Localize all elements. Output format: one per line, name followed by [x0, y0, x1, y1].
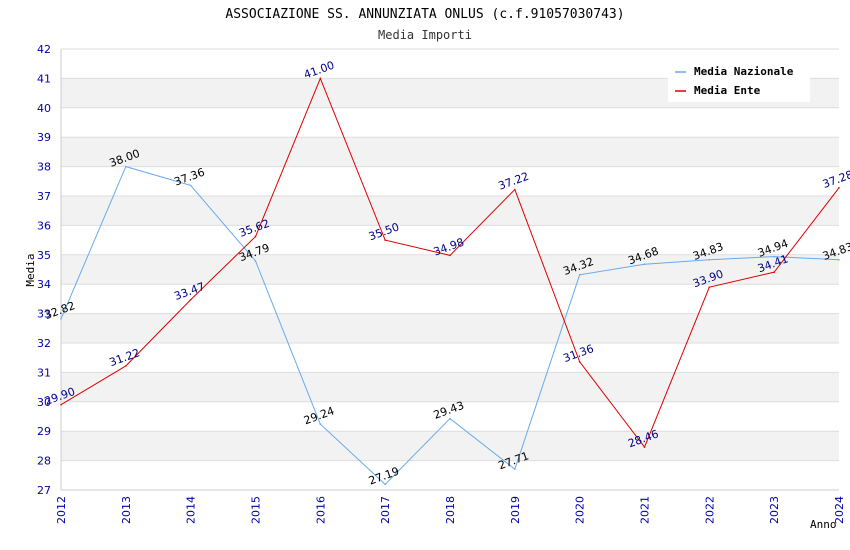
legend-box [668, 60, 810, 102]
y-tick-label: 35 [37, 249, 51, 262]
x-tick-label: 2017 [379, 496, 392, 524]
x-tick-label: 2020 [574, 496, 587, 524]
legend: Media Nazionale Media Ente [668, 60, 810, 102]
y-tick-label: 41 [37, 72, 51, 85]
y-tick-label: 28 [37, 455, 51, 468]
data-point [514, 468, 516, 470]
x-tick-label: 2023 [768, 496, 781, 524]
grid-band [61, 313, 839, 343]
chart-subtitle: Media Importi [378, 28, 472, 42]
data-point [125, 365, 127, 367]
x-tick-label: 2024 [833, 496, 846, 524]
x-tick-label: 2015 [250, 496, 263, 524]
x-tick-label: 2013 [120, 496, 133, 524]
data-point [578, 361, 581, 363]
series-lines [60, 77, 840, 486]
data-point [449, 417, 451, 420]
data-point [384, 483, 386, 486]
y-tick-label: 42 [37, 43, 51, 56]
x-tick-label: 2012 [55, 496, 68, 524]
data-point [773, 255, 775, 258]
data-point [838, 186, 840, 189]
y-tick-label: 32 [37, 337, 51, 350]
x-axis-ticks: 2012 2013 2014 2015 2016 2017 2018 2019 2020 2021… [55, 496, 846, 524]
y-tick-label: 31 [37, 366, 51, 379]
data-point [643, 446, 646, 448]
data-point [189, 298, 192, 301]
grid-band [61, 137, 839, 167]
y-tick-label: 40 [37, 102, 51, 115]
data-point [189, 184, 192, 187]
data-point [578, 273, 581, 276]
data-label: 31.22 [108, 346, 142, 369]
data-point [773, 271, 775, 273]
data-point [708, 286, 711, 288]
y-tick-label: 29 [37, 425, 51, 438]
y-tick-label: 37 [37, 190, 51, 203]
x-tick-label: 2021 [639, 496, 652, 524]
data-point [838, 258, 840, 261]
data-point [384, 239, 386, 241]
data-point [125, 165, 127, 168]
y-tick-label: 33 [37, 308, 51, 321]
data-point [643, 263, 646, 266]
y-tick-label: 34 [37, 278, 51, 291]
data-label: 29.24 [302, 404, 336, 427]
chart-title: ASSOCIAZIONE SS. ANNUNZIATA ONLUS (c.f.9… [225, 7, 624, 22]
y-tick-label: 36 [37, 219, 51, 232]
data-point [254, 260, 257, 262]
grid-band [61, 196, 839, 226]
y-tick-label: 39 [37, 131, 51, 144]
data-point [254, 235, 257, 238]
grid-band [61, 372, 839, 402]
data-label: 31.36 [561, 342, 595, 365]
x-tick-label: 2016 [314, 496, 327, 524]
data-point [449, 254, 451, 257]
x-tick-label: 2014 [185, 496, 198, 524]
data-point [319, 423, 322, 425]
grid-lines [60, 48, 839, 491]
legend-label-media-ente: Media Ente [694, 84, 761, 97]
x-axis-label: Anno [810, 518, 837, 531]
data-point [319, 77, 322, 80]
x-tick-label: 2019 [509, 496, 522, 524]
data-label: 37.22 [497, 170, 531, 193]
data-point [708, 258, 711, 261]
data-point [60, 318, 62, 320]
y-axis-label: Media [24, 253, 37, 286]
y-tick-label: 38 [37, 161, 51, 174]
y-tick-label: 30 [37, 396, 51, 409]
data-point [514, 188, 516, 191]
data-label: 37.28 [821, 168, 850, 191]
x-tick-label: 2018 [444, 496, 457, 524]
data-label: 27.19 [367, 465, 401, 488]
grid-band [61, 431, 839, 461]
y-axis-ticks: 27 28 29 30 31 32 33 34 35 36 37 38 39 40 41 42 [37, 43, 51, 497]
legend-label-media-nazionale: Media Nazionale [694, 65, 794, 78]
data-point [60, 403, 62, 406]
x-tick-label: 2022 [703, 496, 716, 524]
y-tick-label: 27 [37, 484, 51, 497]
